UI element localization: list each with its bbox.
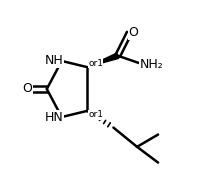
Text: or1: or1 — [88, 110, 103, 119]
Text: HN: HN — [44, 111, 63, 124]
Text: O: O — [129, 26, 139, 40]
Text: O: O — [23, 82, 32, 96]
Text: NH: NH — [44, 54, 63, 67]
Text: or1: or1 — [88, 59, 103, 68]
Text: NH₂: NH₂ — [140, 58, 163, 71]
Polygon shape — [87, 53, 119, 67]
